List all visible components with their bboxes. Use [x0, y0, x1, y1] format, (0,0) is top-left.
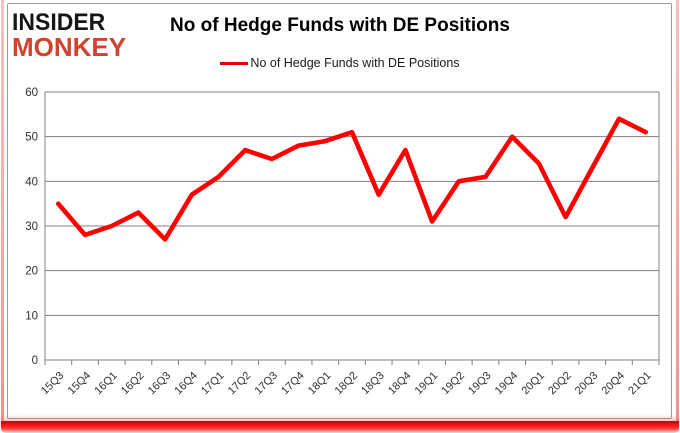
x-axis-label: 20Q4: [600, 370, 628, 398]
legend-label: No of Hedge Funds with DE Positions: [250, 56, 460, 70]
x-axis-label: 20Q3: [573, 370, 601, 398]
left-border-accent: [1, 0, 4, 423]
y-axis-label: 10: [25, 310, 38, 322]
x-axis-label: 15Q3: [39, 370, 67, 398]
x-axis-label: 17Q3: [253, 370, 281, 398]
y-axis-label: 60: [25, 87, 38, 99]
x-axis-label: 19Q1: [413, 370, 441, 398]
y-axis-label: 0: [32, 355, 38, 367]
x-axis-label: 16Q1: [92, 370, 120, 398]
plot-border: [44, 91, 660, 361]
x-axis-label: 17Q2: [226, 370, 254, 398]
y-axis-label: 20: [25, 266, 38, 278]
x-axis-label: 15Q4: [66, 370, 94, 398]
y-axis-label: 30: [25, 221, 38, 233]
right-border-accent: [676, 0, 679, 423]
x-axis-label: 18Q4: [386, 370, 414, 398]
x-axis-label: 16Q3: [146, 370, 174, 398]
x-axis-label: 19Q3: [466, 370, 494, 398]
series-line: [55, 116, 649, 242]
x-axis-label: 17Q1: [199, 370, 227, 398]
x-axis-label: 17Q4: [279, 370, 307, 398]
x-axis-label: 19Q2: [439, 370, 467, 398]
chart-title: No of Hedge Funds with DE Positions: [170, 15, 510, 36]
x-axis-label: 16Q2: [119, 370, 147, 398]
x-axis-label: 18Q1: [306, 370, 334, 398]
y-axis-label: 40: [25, 176, 38, 188]
x-axis-label: 20Q1: [519, 370, 547, 398]
bottom-red-bar: [1, 421, 679, 433]
logo-text-monkey: MONKEY: [12, 32, 127, 62]
x-axis-label: 16Q4: [172, 370, 200, 398]
x-axis-label: 18Q3: [359, 370, 387, 398]
legend-line-marker: [220, 61, 249, 65]
x-axis-label: 21Q1: [626, 370, 654, 398]
x-axis-label: 19Q4: [493, 370, 521, 398]
insider-monkey-logo: INSIDER MONKEY: [12, 7, 127, 62]
logo-text-insider: INSIDER: [12, 7, 106, 36]
y-axis-label: 50: [25, 132, 38, 144]
chart-legend: No of Hedge Funds with DE Positions: [0, 56, 680, 70]
x-axis-label: 20Q2: [546, 370, 574, 398]
x-axis-label: 18Q2: [333, 370, 361, 398]
